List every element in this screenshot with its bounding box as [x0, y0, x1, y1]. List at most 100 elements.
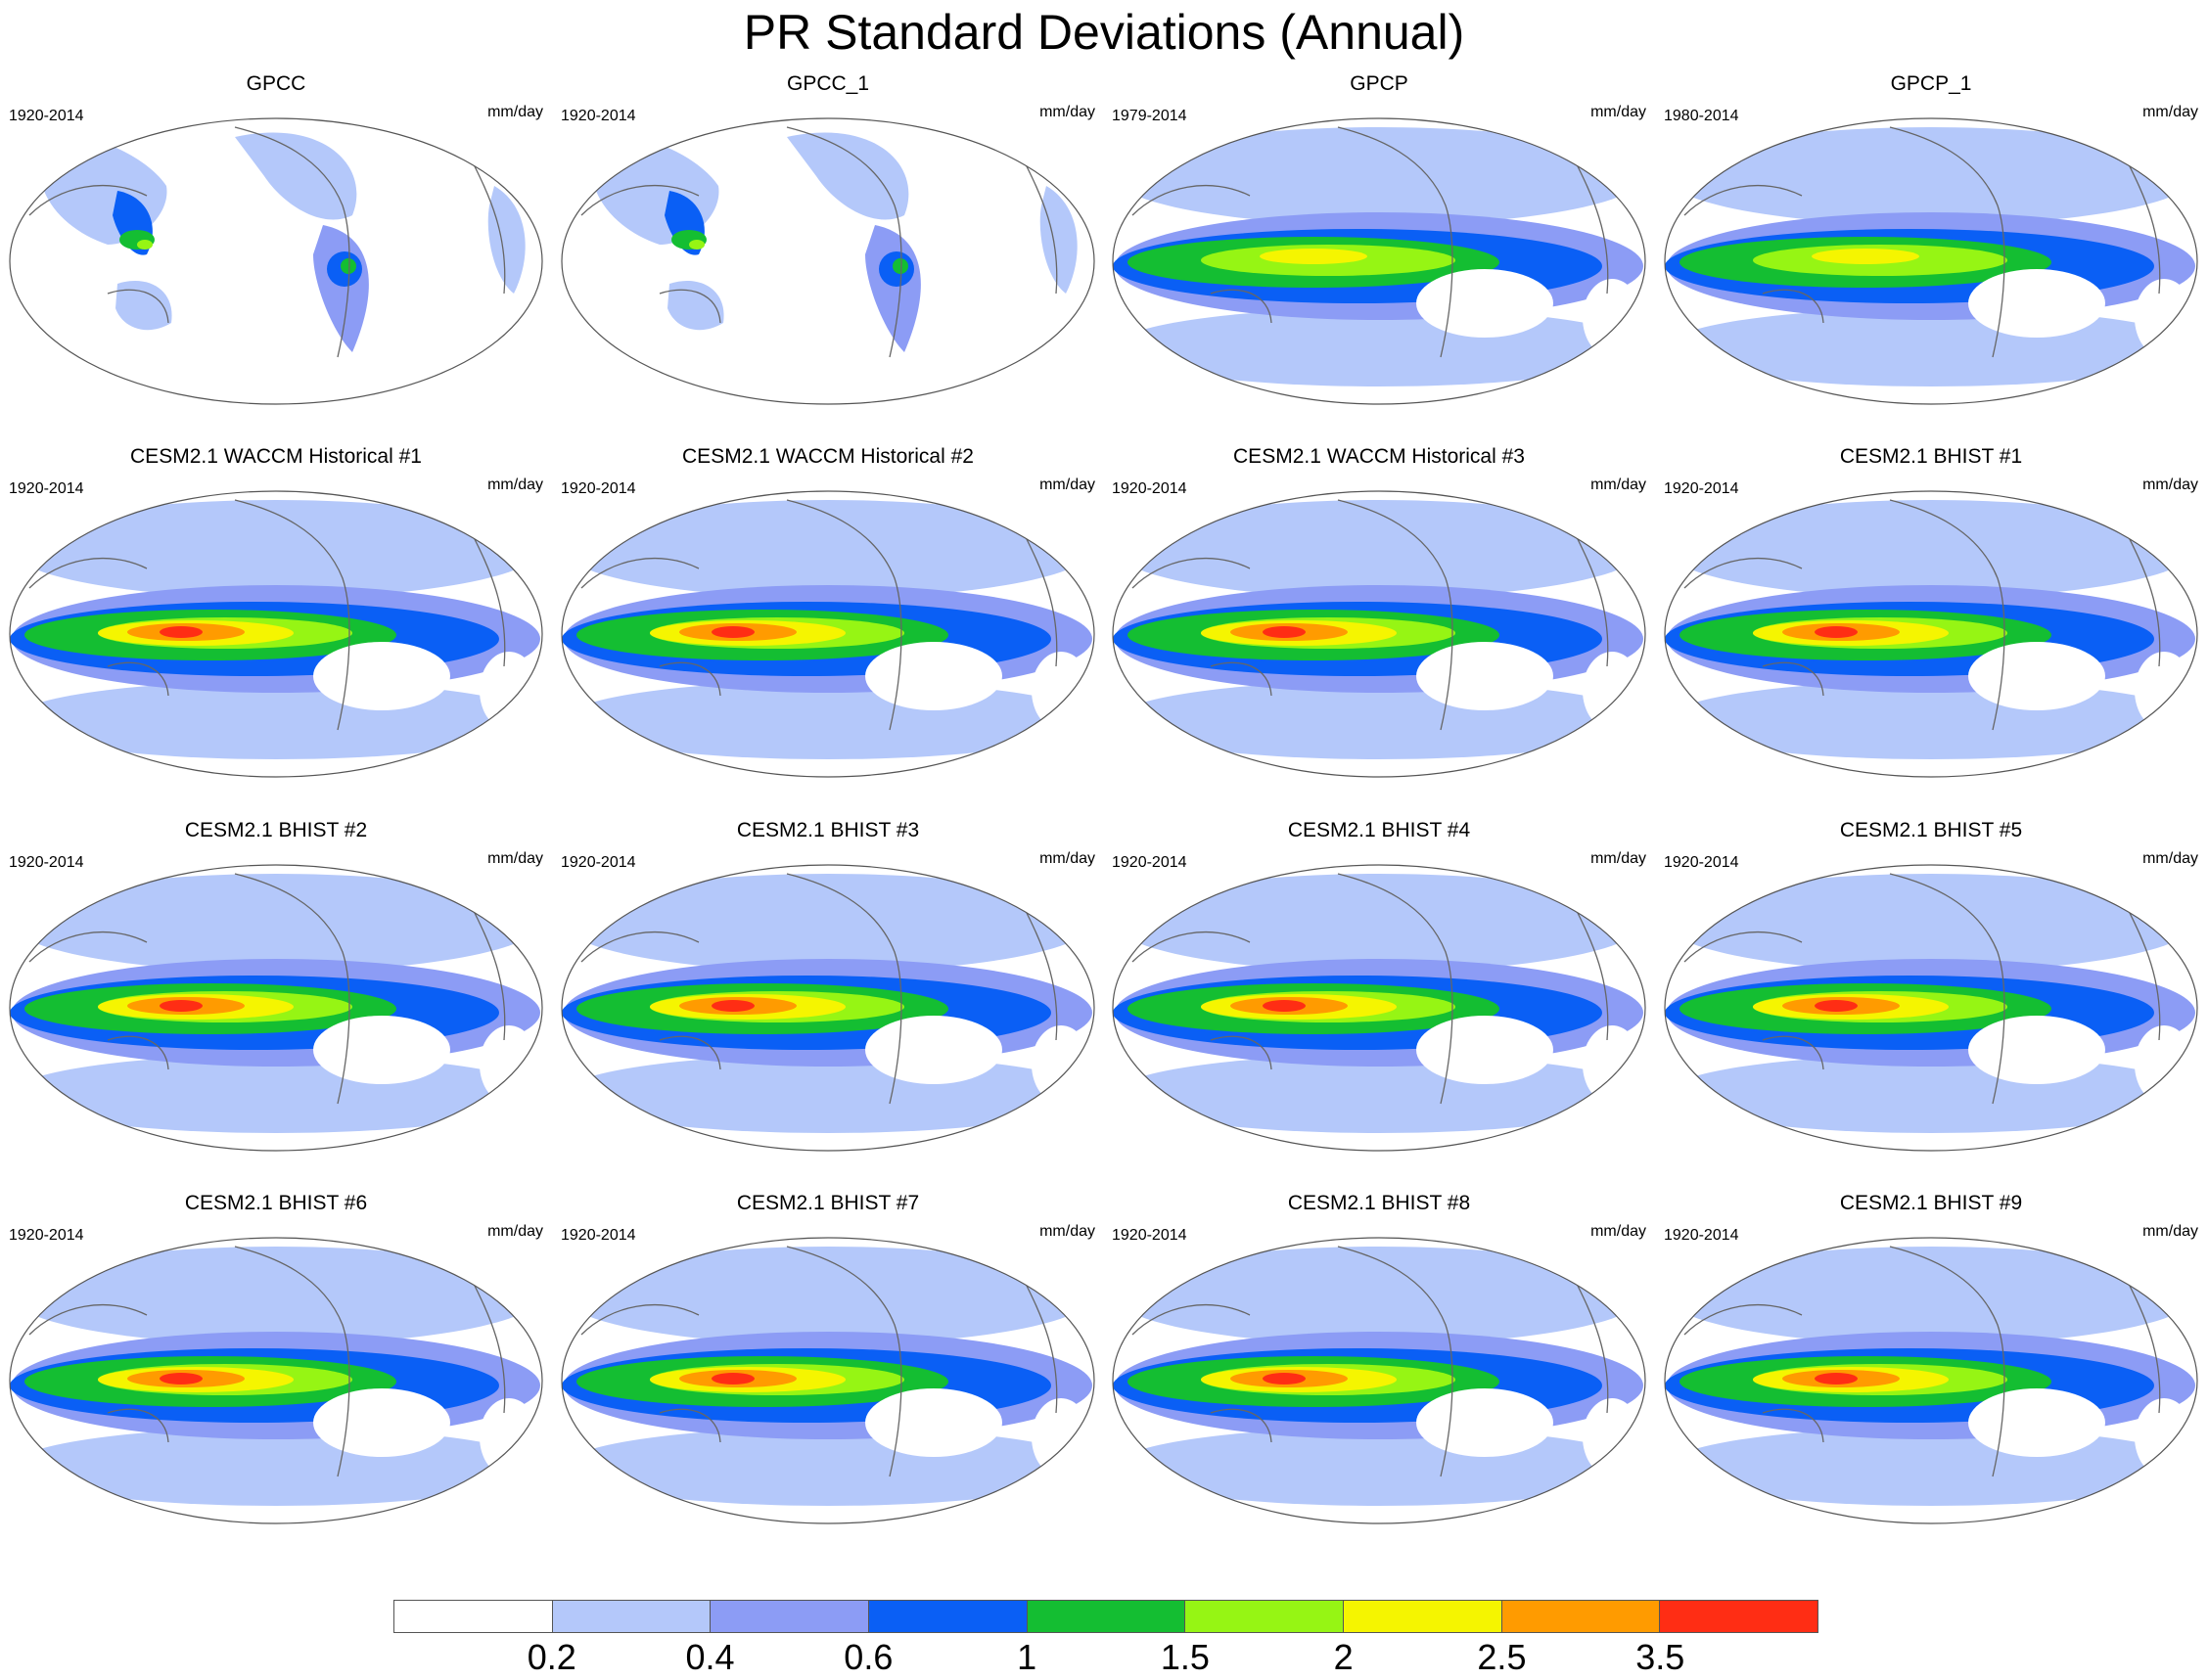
coastline [28, 873, 506, 1105]
map-panel: CESM2.1 WACCM Historical #3 1920-2014 mm/d… [1103, 355, 1655, 778]
se-pacific-dry [1416, 1016, 1553, 1084]
pacific-extreme [712, 1373, 755, 1385]
midlat-north-contour [1115, 500, 1643, 598]
panel-period: 1920-2014 [9, 108, 84, 124]
pacific-extreme [1815, 1000, 1858, 1012]
colorbar [393, 1600, 1818, 1633]
map-border [1664, 1237, 2198, 1524]
panel-title: CESM2.1 BHIST #2 [184, 819, 368, 841]
midlat-north-contour [1115, 127, 1643, 225]
midlat-north-contour [564, 1247, 1092, 1344]
robinson-map [1664, 490, 2198, 778]
south-atlantic-dry [2135, 1025, 2193, 1104]
colorbar-swatch [394, 1601, 553, 1632]
midlat-north-contour [12, 1247, 540, 1344]
se-pacific-dry [1416, 1388, 1553, 1457]
coastline [580, 126, 1058, 358]
south-atlantic-dry [1032, 1398, 1090, 1476]
australia-contour [115, 280, 172, 331]
panel-title: GPCC_1 [786, 72, 870, 95]
pacific-extreme [712, 1000, 755, 1012]
se-pacific-dry [1968, 642, 2105, 710]
map-border [9, 1237, 543, 1524]
panel-period: 1979-2014 [1112, 108, 1187, 124]
maritime-peak [689, 240, 705, 250]
robinson-map [9, 490, 543, 778]
robinson-map [561, 1237, 1095, 1524]
panel-period: 1920-2014 [1664, 854, 1739, 871]
pacific-extreme [160, 626, 203, 638]
colorbar-tick-label: 3.5 [1635, 1637, 1685, 1677]
se-pacific-dry [313, 1016, 450, 1084]
panel-period: 1920-2014 [1112, 1227, 1187, 1244]
panel-units: mm/day [2142, 104, 2198, 120]
map-border [9, 864, 543, 1152]
south-atlantic-dry [480, 1398, 538, 1476]
map-border [1112, 1237, 1646, 1524]
pacific-peak [1812, 249, 1919, 264]
panel-title: GPCP [1350, 72, 1408, 95]
south-atlantic-dry [480, 1025, 538, 1104]
panel-period: 1920-2014 [561, 480, 636, 497]
se-pacific-dry [865, 1388, 1002, 1457]
panel-period: 1920-2014 [1664, 480, 1739, 497]
africa-contour [487, 186, 526, 294]
map-panel: CESM2.1 BHIST #6 1920-2014 mm/day [0, 1102, 552, 1524]
south-atlantic-dry [1583, 652, 1641, 730]
panel-units: mm/day [2142, 477, 2198, 493]
map-panel: CESM2.1 BHIST #3 1920-2014 mm/day [552, 729, 1104, 1152]
panel-units: mm/day [1039, 477, 1095, 493]
map-panel: GPCC_1 1920-2014 mm/day [552, 0, 1104, 405]
south-atlantic-dry [1032, 652, 1090, 730]
coastline [1131, 873, 1609, 1105]
se-pacific-dry [1416, 642, 1553, 710]
robinson-map [561, 864, 1095, 1152]
map-panel: GPCP_1 1980-2014 mm/day [1655, 0, 2207, 405]
robinson-map [9, 864, 543, 1152]
coastline [28, 499, 506, 731]
colorbar-swatch [552, 1601, 712, 1632]
map-border [1664, 117, 2198, 405]
south-atlantic-dry [2135, 1398, 2193, 1476]
north-america-contour [787, 132, 909, 220]
panel-period: 1920-2014 [561, 108, 636, 124]
robinson-map [1664, 864, 2198, 1152]
map-border [9, 490, 543, 778]
panel-title: CESM2.1 BHIST #1 [1839, 445, 2023, 468]
pacific-extreme [712, 626, 755, 638]
coastline [1683, 126, 2161, 358]
coastline [1131, 499, 1609, 731]
amazon-peak [341, 258, 356, 274]
colorbar-tick-label: 1.5 [1160, 1637, 1210, 1677]
robinson-map [1112, 1237, 1646, 1524]
colorbar-swatch [711, 1601, 870, 1632]
panel-units: mm/day [2142, 1223, 2198, 1240]
map-panel: CESM2.1 BHIST #4 1920-2014 mm/day [1103, 729, 1655, 1152]
panel-units: mm/day [1590, 1223, 1646, 1240]
panel-units: mm/day [1590, 477, 1646, 493]
panel-units: mm/day [1039, 104, 1095, 120]
midlat-north-contour [1667, 127, 2195, 225]
map-panel: GPCC 1920-2014 mm/day [0, 0, 552, 405]
colorbar-swatch [869, 1601, 1028, 1632]
se-pacific-dry [313, 1388, 450, 1457]
se-pacific-dry [1968, 1016, 2105, 1084]
coastline [580, 873, 1058, 1105]
panel-period: 1920-2014 [1112, 854, 1187, 871]
south-atlantic-dry [2135, 279, 2193, 357]
panel-title: CESM2.1 BHIST #3 [736, 819, 920, 841]
coastline [1131, 1246, 1609, 1477]
figure-title: PR Standard Deviations (Annual) [743, 5, 1465, 60]
coastline [1683, 499, 2161, 731]
panel-title: CESM2.1 BHIST #7 [736, 1192, 920, 1214]
se-pacific-dry [313, 642, 450, 710]
map-panel: CESM2.1 WACCM Historical #1 1920-2014 mm/d… [0, 355, 552, 778]
panel-title: GPCC [246, 72, 306, 95]
panel-period: 1920-2014 [9, 854, 84, 871]
map-border [1664, 490, 2198, 778]
map-border [1112, 864, 1646, 1152]
panel-units: mm/day [2142, 850, 2198, 867]
colorbar-tick-label: 0.6 [844, 1637, 894, 1677]
map-panel: CESM2.1 BHIST #2 1920-2014 mm/day [0, 729, 552, 1152]
south-atlantic-dry [1583, 279, 1641, 357]
